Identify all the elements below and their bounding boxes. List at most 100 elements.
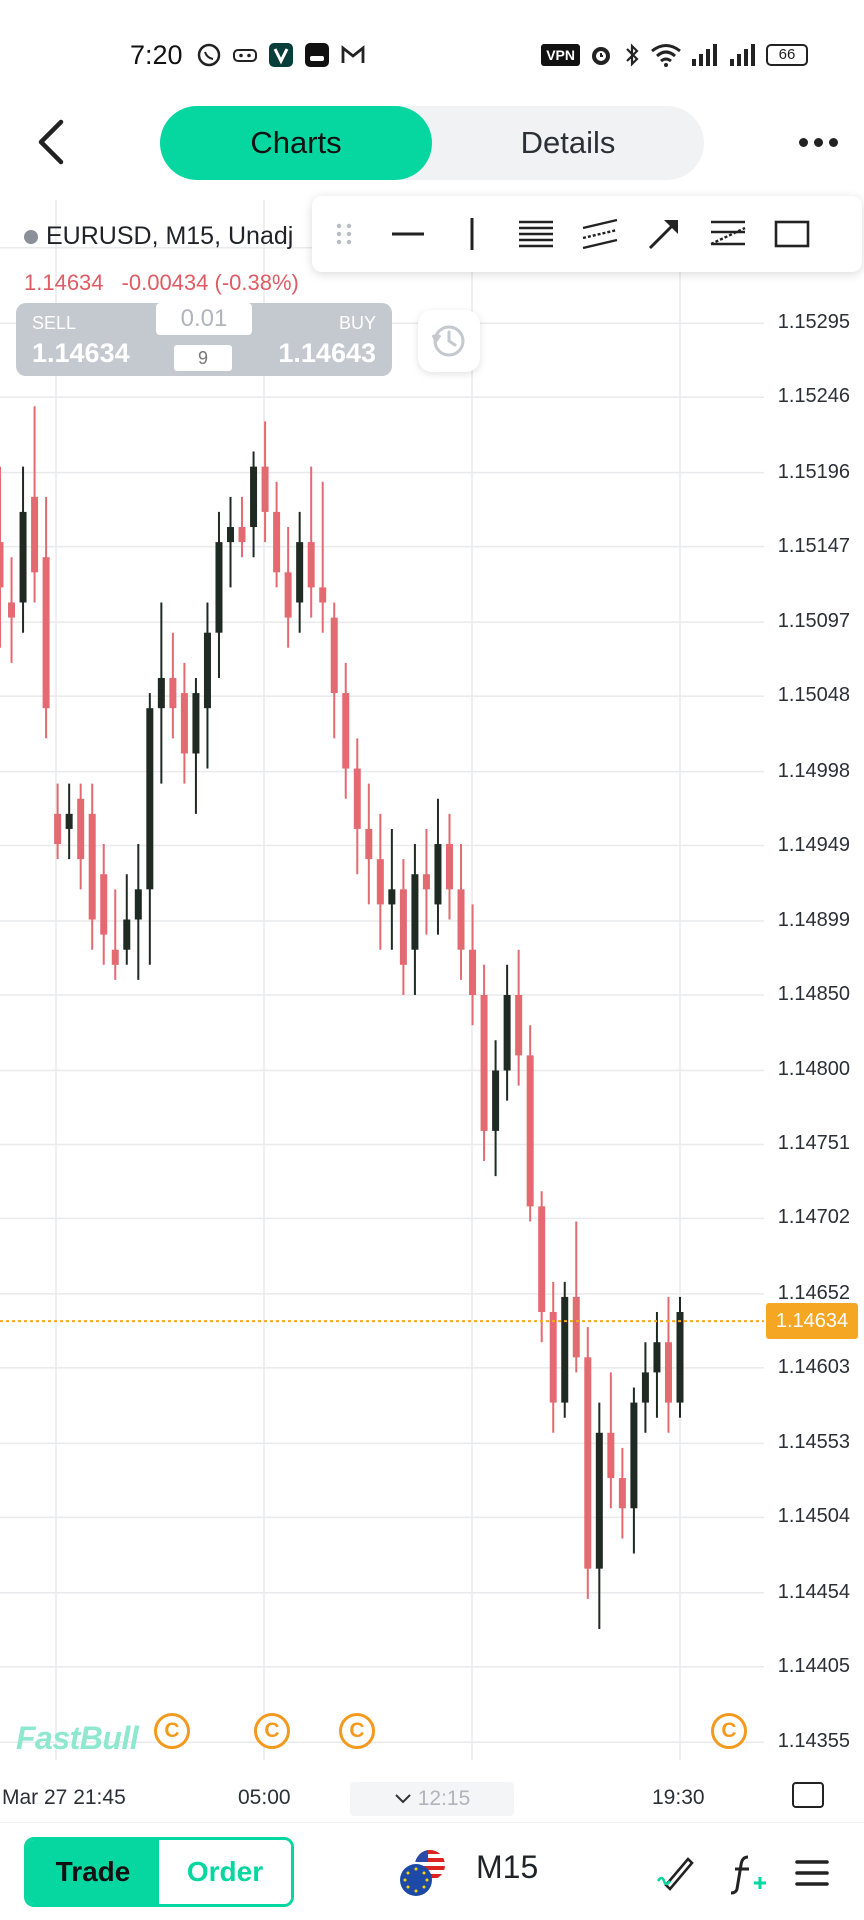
candle-down xyxy=(342,693,350,769)
candle-down xyxy=(261,466,269,512)
vpn-badge: VPN xyxy=(541,44,580,66)
back-button[interactable] xyxy=(22,114,78,170)
candle-down xyxy=(445,844,453,890)
buy-label[interactable]: BUY xyxy=(338,313,376,333)
wifi-icon xyxy=(651,44,681,67)
candle-down xyxy=(180,693,188,754)
symbol-name: EURUSD, M15, Unadj xyxy=(46,222,294,250)
candle-down xyxy=(526,1055,534,1207)
lot-size-input[interactable]: 0.01 xyxy=(156,303,252,335)
order-tab[interactable]: Order xyxy=(159,1840,291,1904)
candle-up xyxy=(411,874,419,950)
candle-up xyxy=(561,1296,569,1403)
draw-pen-icon[interactable] xyxy=(652,1851,696,1895)
candle-up xyxy=(641,1372,649,1403)
candle-down xyxy=(422,874,430,890)
time-axis-label: 05:00 xyxy=(238,1786,291,1809)
event-badge-icon[interactable]: C xyxy=(339,1713,375,1749)
eu-us-flag-icon[interactable] xyxy=(396,1847,450,1899)
candle-down xyxy=(572,1296,580,1358)
candle-down xyxy=(353,768,361,829)
chevron-left-icon xyxy=(38,119,64,165)
status-dot-icon xyxy=(24,229,38,244)
last-price-tag: 1.14634 xyxy=(766,1303,858,1340)
chart-grid xyxy=(0,200,764,1760)
game-controller-icon xyxy=(233,49,257,62)
candle-down xyxy=(77,798,85,860)
symbol-legend[interactable]: EURUSD, M15, Unadj xyxy=(24,222,293,251)
price-axis-label: 1.14652 xyxy=(777,1281,850,1304)
candle-up xyxy=(123,919,131,950)
candle-up xyxy=(595,1432,603,1569)
drag-handle-icon[interactable] xyxy=(312,202,376,266)
price-axis-label: 1.14355 xyxy=(777,1730,850,1753)
vertical-line-tool-icon[interactable] xyxy=(440,202,504,266)
candle-up xyxy=(192,693,200,754)
fullscreen-icon[interactable] xyxy=(792,1782,824,1808)
signal-icon-1 xyxy=(692,44,717,66)
tab-charts[interactable]: Charts xyxy=(160,106,432,180)
candle-up xyxy=(157,677,165,709)
event-badge-icon[interactable]: C xyxy=(154,1713,190,1749)
arrow-tool-icon[interactable] xyxy=(632,202,696,266)
dot-icon xyxy=(813,137,823,147)
candle-up xyxy=(492,1070,500,1131)
candle-down xyxy=(273,511,281,573)
trade-order-switcher: Trade Order xyxy=(24,1837,294,1907)
time-cursor-label[interactable]: 12:15 xyxy=(350,1782,514,1816)
event-badge-icon[interactable]: C xyxy=(711,1713,747,1749)
last-price-value: 1.14634 xyxy=(24,270,104,295)
candle-down xyxy=(0,542,4,588)
candle-up xyxy=(388,889,396,905)
candle-up xyxy=(296,542,304,603)
candlestick-chart[interactable] xyxy=(0,0,864,1820)
candles xyxy=(0,406,684,1630)
app-dark-icon xyxy=(305,43,329,67)
drawing-toolbar xyxy=(312,196,862,272)
rectangle-tool-icon[interactable] xyxy=(760,202,824,266)
more-options-button[interactable] xyxy=(790,122,846,162)
parallel-channel-tool-icon[interactable] xyxy=(504,202,568,266)
dot-icon xyxy=(828,137,838,147)
candle-down xyxy=(54,813,62,845)
price-axis-label: 1.15295 xyxy=(777,311,850,334)
buy-price[interactable]: 1.14643 xyxy=(278,338,376,368)
candle-down xyxy=(376,859,384,905)
status-bar: 7:20 VPN 66 xyxy=(0,0,864,110)
price-axis-label: 1.14899 xyxy=(777,909,850,932)
candle-down xyxy=(330,617,338,694)
candle-down xyxy=(618,1478,626,1509)
timeframe-selector[interactable]: M15 xyxy=(476,1849,539,1885)
candle-down xyxy=(365,828,373,860)
trade-tab[interactable]: Trade xyxy=(27,1840,159,1904)
candle-up xyxy=(250,466,258,528)
sell-price[interactable]: 1.14634 xyxy=(32,338,130,368)
candle-down xyxy=(31,496,39,573)
sell-label[interactable]: SELL xyxy=(32,313,77,333)
candle-up xyxy=(215,542,223,633)
candle-down xyxy=(88,813,96,920)
indicator-function-icon[interactable] xyxy=(724,1851,768,1895)
candle-up xyxy=(19,511,27,603)
candle-up xyxy=(503,995,511,1071)
menu-icon[interactable] xyxy=(790,1851,834,1895)
tab-details[interactable]: Details xyxy=(520,125,616,160)
price-axis-label: 1.14702 xyxy=(777,1206,850,1229)
reset-chart-button[interactable] xyxy=(418,310,480,372)
price-axis-label: 1.15246 xyxy=(777,385,850,408)
price-axis-label: 1.14603 xyxy=(777,1355,850,1378)
price-axis-label: 1.15147 xyxy=(777,534,850,557)
horizontal-line-tool-icon[interactable] xyxy=(376,202,440,266)
event-badge-icon[interactable]: C xyxy=(254,1713,290,1749)
price-axis-label: 1.14454 xyxy=(777,1580,850,1603)
signal-icon-2 xyxy=(730,44,755,66)
notification-icons xyxy=(196,42,366,68)
candle-down xyxy=(111,949,119,965)
price-axis-label: 1.15097 xyxy=(777,610,850,633)
fib-retracement-tool-icon[interactable] xyxy=(696,202,760,266)
regression-channel-tool-icon[interactable] xyxy=(568,202,632,266)
price-axis-label: 1.14850 xyxy=(777,983,850,1005)
time-axis-label: 19:30 xyxy=(652,1786,705,1809)
app-v-icon xyxy=(269,43,293,67)
chevron-down-icon xyxy=(395,1794,411,1804)
